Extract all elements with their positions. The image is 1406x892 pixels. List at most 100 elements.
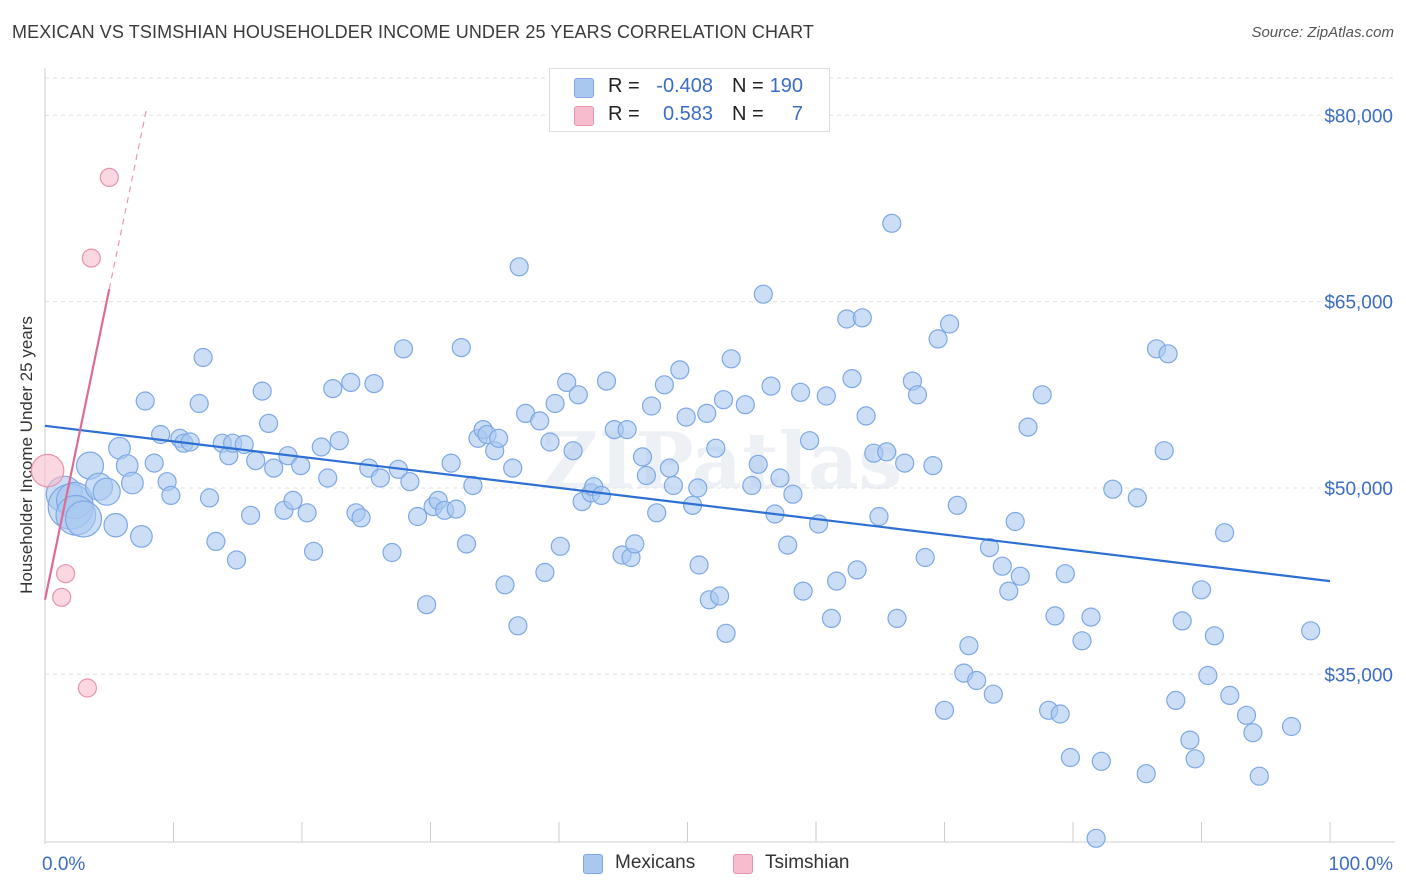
data-point-mexicans bbox=[92, 477, 121, 506]
r-value: -0.408 bbox=[656, 75, 713, 97]
data-point-mexicans bbox=[1050, 704, 1070, 724]
data-point-mexicans bbox=[895, 453, 915, 473]
data-point-mexicans bbox=[1045, 606, 1065, 626]
r-label: R = bbox=[608, 75, 640, 97]
data-point-mexicans bbox=[189, 393, 209, 414]
data-point-mexicans bbox=[1236, 705, 1257, 725]
data-point-mexicans bbox=[790, 382, 811, 402]
data-point-mexicans bbox=[393, 339, 414, 359]
data-point-mexicans bbox=[446, 499, 466, 519]
legend-swatch-mexicans bbox=[583, 854, 603, 874]
data-point-mexicans bbox=[596, 371, 617, 391]
data-point-mexicans bbox=[742, 475, 762, 496]
data-point-mexicans bbox=[689, 555, 709, 575]
data-point-mexicans bbox=[999, 581, 1019, 601]
data-point-mexicans bbox=[408, 506, 428, 527]
n-label: N = bbox=[732, 75, 764, 97]
data-point-mexicans bbox=[252, 381, 272, 401]
data-point-mexicans bbox=[503, 458, 523, 478]
r-value: 0.583 bbox=[662, 103, 713, 125]
data-point-mexicans bbox=[1154, 441, 1174, 461]
data-point-mexicans bbox=[311, 437, 331, 457]
data-point-mexicans bbox=[1180, 730, 1200, 750]
data-point-mexicans bbox=[928, 329, 948, 349]
data-point-mexicans bbox=[676, 407, 696, 427]
data-point-mexicans bbox=[451, 338, 471, 358]
data-point-mexicans bbox=[966, 670, 987, 691]
data-point-mexicans bbox=[489, 428, 509, 448]
data-point-mexicans bbox=[508, 616, 528, 636]
data-point-mexicans bbox=[625, 534, 645, 554]
data-point-mexicans bbox=[370, 468, 390, 488]
data-point-mexicans bbox=[793, 581, 813, 601]
data-point-mexicans bbox=[318, 468, 338, 488]
n-value: 7 bbox=[791, 103, 803, 125]
y-tick-label: $80,000 bbox=[1324, 106, 1393, 127]
data-point-mexicans bbox=[540, 432, 560, 452]
data-point-mexicans bbox=[382, 542, 402, 563]
data-point-mexicans bbox=[259, 413, 279, 433]
y-tick-label: $50,000 bbox=[1324, 479, 1393, 500]
data-point-mexicans bbox=[144, 453, 164, 473]
x-tick-label: 100.0% bbox=[1329, 854, 1394, 875]
x-tick-labels: 0.0% 100.0% bbox=[42, 854, 1393, 875]
n-label: N = bbox=[732, 103, 764, 125]
data-point-mexicans bbox=[1249, 766, 1269, 786]
data-point-mexicans bbox=[103, 512, 128, 538]
data-point-mexicans bbox=[632, 447, 653, 467]
data-point-mexicans bbox=[713, 390, 734, 410]
data-point-mexicans bbox=[246, 451, 266, 471]
data-point-mexicans bbox=[617, 420, 637, 440]
y-tick-label: $35,000 bbox=[1324, 665, 1393, 686]
data-point-mexicans bbox=[1136, 764, 1156, 784]
data-point-mexicans bbox=[351, 508, 371, 528]
data-point-tsimshian bbox=[52, 587, 72, 607]
data-point-mexicans bbox=[647, 503, 667, 523]
data-point-mexicans bbox=[1055, 564, 1075, 584]
series-tsimshian bbox=[30, 167, 119, 698]
data-point-mexicans bbox=[877, 442, 897, 462]
data-point-tsimshian bbox=[30, 453, 65, 488]
data-point-tsimshian bbox=[77, 678, 98, 698]
data-point-mexicans bbox=[1060, 747, 1081, 768]
legend-swatch-tsimshian bbox=[733, 854, 753, 874]
data-point-mexicans bbox=[568, 385, 588, 405]
data-point-mexicans bbox=[983, 684, 1003, 704]
data-point-mexicans bbox=[550, 536, 570, 556]
data-point-mexicans bbox=[530, 411, 550, 431]
trend-line-tsimshian bbox=[43, 288, 111, 600]
legend-label-tsimshian: Tsimshian bbox=[765, 852, 850, 873]
data-point-mexicans bbox=[856, 406, 876, 426]
data-point-mexicans bbox=[199, 488, 220, 508]
data-point-mexicans bbox=[1220, 685, 1240, 706]
legend-label-mexicans: Mexicans bbox=[615, 852, 696, 873]
data-point-mexicans bbox=[1281, 716, 1302, 737]
data-point-mexicans bbox=[1301, 621, 1321, 641]
data-point-mexicans bbox=[1032, 385, 1052, 405]
data-point-mexicans bbox=[64, 500, 103, 538]
data-point-mexicans bbox=[852, 308, 872, 328]
trend-lines bbox=[43, 108, 1331, 600]
data-point-mexicans bbox=[1072, 631, 1092, 651]
data-point-tsimshian bbox=[55, 564, 76, 584]
data-point-mexicans bbox=[226, 550, 247, 570]
data-point-mexicans bbox=[847, 560, 867, 580]
data-point-mexicans bbox=[923, 456, 943, 476]
data-point-mexicans bbox=[735, 395, 755, 415]
correlation-legend: R = -0.408 N = 190 R = 0.583 N = 7 bbox=[549, 68, 830, 132]
data-point-mexicans bbox=[1198, 665, 1218, 686]
n-value: 190 bbox=[769, 75, 803, 97]
data-point-mexicans bbox=[1172, 611, 1192, 631]
data-point-mexicans bbox=[939, 314, 960, 334]
data-point-mexicans bbox=[193, 347, 213, 368]
data-point-mexicans bbox=[129, 525, 153, 548]
data-point-mexicans bbox=[1091, 751, 1111, 771]
data-point-mexicans bbox=[761, 376, 781, 396]
data-point-mexicans bbox=[495, 575, 515, 595]
data-point-mexicans bbox=[907, 385, 928, 405]
data-point-tsimshian bbox=[81, 248, 101, 268]
data-point-mexicans bbox=[400, 472, 420, 492]
data-point-mexicans bbox=[563, 441, 583, 461]
data-point-mexicans bbox=[887, 608, 907, 629]
data-point-mexicans bbox=[770, 468, 790, 488]
